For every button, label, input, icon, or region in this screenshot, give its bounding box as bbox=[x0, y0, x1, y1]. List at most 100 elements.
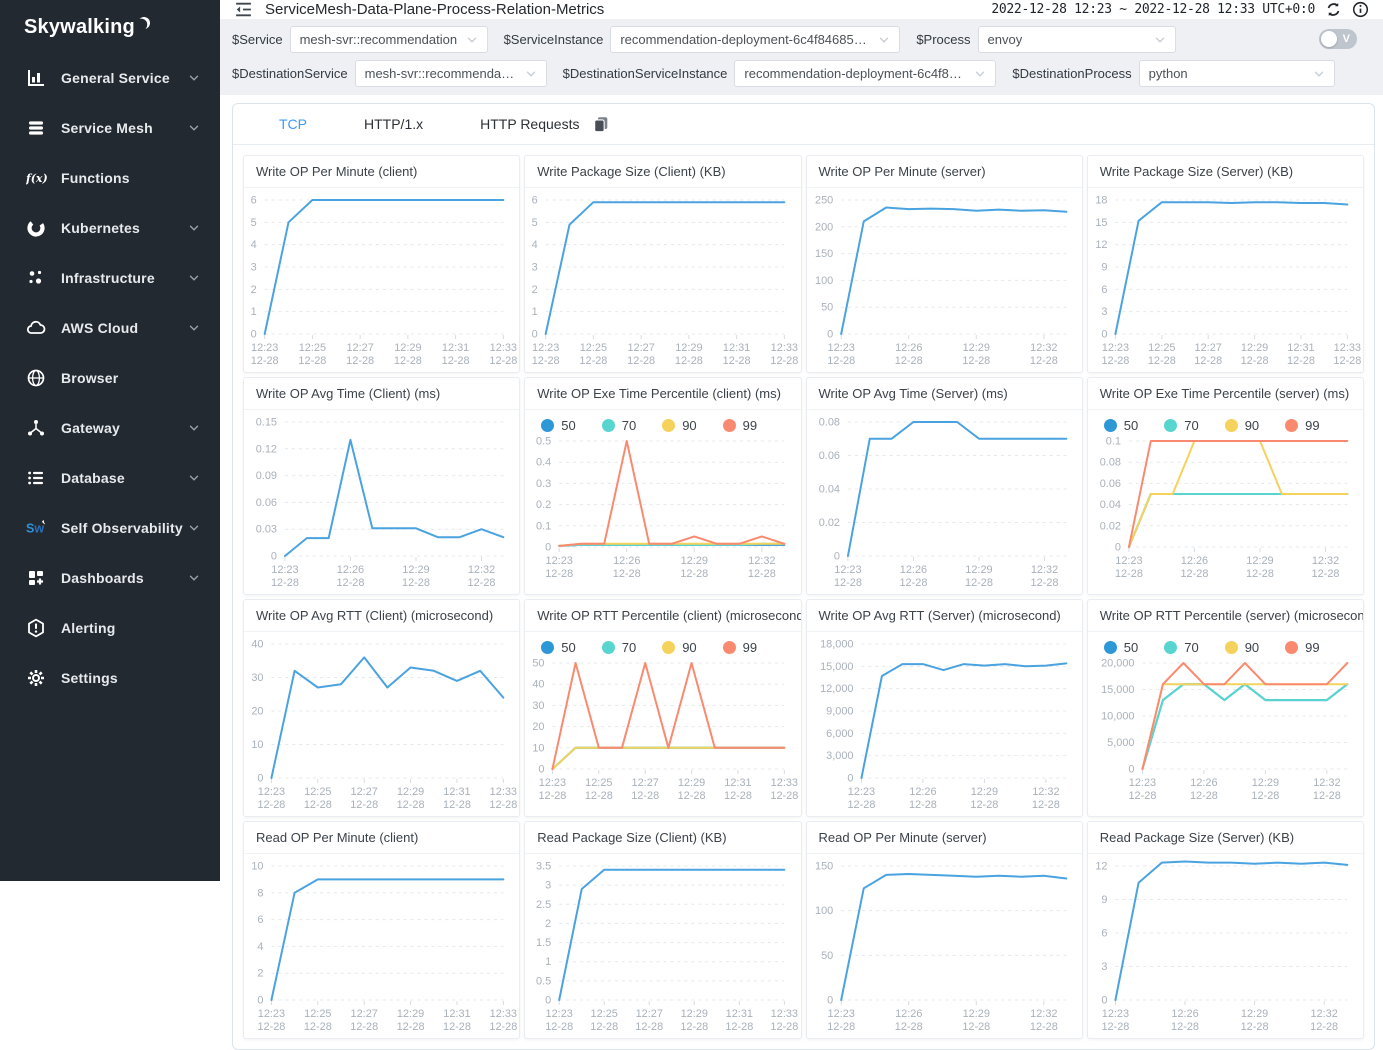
svg-text:12:26: 12:26 bbox=[895, 342, 922, 354]
destinationprocess-select[interactable]: python bbox=[1138, 60, 1335, 87]
svg-text:12:29: 12:29 bbox=[962, 342, 989, 354]
tab-tcp[interactable]: TCP bbox=[279, 116, 307, 132]
sidebar-item-settings[interactable]: Settings bbox=[0, 653, 220, 703]
svg-text:2: 2 bbox=[257, 968, 263, 980]
chart-body: 50 70 90 99 0 0.1 0.2 0.3 0.4 0.5 12:23 12-28 12:26 1… bbox=[525, 410, 800, 594]
svg-text:12-28: 12-28 bbox=[1246, 568, 1274, 580]
svg-text:12-28: 12-28 bbox=[1240, 355, 1268, 367]
svg-text:12-28: 12-28 bbox=[1101, 355, 1129, 367]
legend-label: 70 bbox=[1184, 418, 1199, 433]
svg-text:12:31: 12:31 bbox=[442, 342, 469, 354]
sidebar-item-self-observability[interactable]: Sw Self Observability bbox=[0, 503, 220, 553]
chart-card-write-op-rtt-percentile-server-microsecond: Write OP RTT Percentile (server) (micros… bbox=[1086, 599, 1364, 817]
legend-item-99[interactable]: 99 bbox=[1285, 640, 1320, 655]
svg-text:12-28: 12-28 bbox=[636, 1021, 664, 1033]
serviceinstance-select[interactable]: recommendation-deployment-6c4f846859-l8r… bbox=[610, 26, 901, 53]
legend-item-50[interactable]: 50 bbox=[541, 640, 576, 655]
refresh-icon[interactable] bbox=[1325, 1, 1342, 18]
database-icon bbox=[26, 468, 48, 488]
copy-icon[interactable] bbox=[592, 115, 610, 133]
legend-item-70[interactable]: 70 bbox=[1164, 418, 1199, 433]
sidebar-item-service-mesh[interactable]: Service Mesh bbox=[0, 103, 220, 153]
legend-item-50[interactable]: 50 bbox=[541, 418, 576, 433]
sidebar-item-infrastructure[interactable]: Infrastructure bbox=[0, 253, 220, 303]
svg-text:12:29: 12:29 bbox=[402, 564, 429, 576]
svg-text:12:29: 12:29 bbox=[675, 342, 702, 354]
legend-label: 70 bbox=[621, 418, 637, 433]
sidebar-item-label: General Service bbox=[61, 70, 170, 86]
sidebar-item-dashboards[interactable]: Dashboards bbox=[0, 553, 220, 603]
svg-text:0: 0 bbox=[257, 772, 263, 784]
legend-item-90[interactable]: 90 bbox=[662, 640, 697, 655]
tab-http-requests[interactable]: HTTP Requests bbox=[480, 116, 580, 132]
sidebar-item-label: AWS Cloud bbox=[61, 320, 139, 336]
legend-item-70[interactable]: 70 bbox=[601, 640, 636, 655]
sidebar-item-gateway[interactable]: Gateway bbox=[0, 403, 220, 453]
svg-text:12-28: 12-28 bbox=[591, 1021, 619, 1033]
svg-text:100: 100 bbox=[815, 905, 833, 917]
legend-item-99[interactable]: 99 bbox=[1285, 418, 1320, 433]
legend-item-90[interactable]: 90 bbox=[1224, 418, 1259, 433]
sidebar-item-database[interactable]: Database bbox=[0, 453, 220, 503]
legend-dot bbox=[1285, 641, 1299, 654]
svg-text:0.5: 0.5 bbox=[536, 975, 551, 987]
svg-text:200: 200 bbox=[815, 221, 833, 233]
sidebar-item-kubernetes[interactable]: Kubernetes bbox=[0, 203, 220, 253]
chevron-down-icon bbox=[1313, 68, 1325, 80]
service-select[interactable]: mesh-svr::recommendation bbox=[289, 26, 488, 53]
sidebar-item-aws-cloud[interactable]: AWS Cloud bbox=[0, 303, 220, 353]
time-range[interactable]: 2022-12-28 12:23 ~ 2022-12-28 12:33 UTC+… bbox=[991, 2, 1315, 17]
destinationserviceinstance-select[interactable]: recommendation-deployment-6c4f846859-l8r… bbox=[734, 60, 997, 87]
chart-body: 0 0.5 1 1.5 2 2.5 3 3.5 12:23 12-28 12:25 12-28 12:2… bbox=[525, 854, 800, 1038]
sidebar-item-browser[interactable]: Browser bbox=[0, 353, 220, 403]
top-header: ServiceMesh-Data-Plane-Process-Relation-… bbox=[220, 0, 1383, 19]
svg-text:12-28: 12-28 bbox=[675, 355, 703, 367]
chart-card-write-op-avg-rtt-client-microsecond: Write OP Avg RTT (Client) (microsecond) 0… bbox=[243, 599, 521, 817]
legend-dot bbox=[1164, 419, 1178, 432]
sidebar-item-label: Gateway bbox=[61, 420, 120, 436]
legend-item-90[interactable]: 90 bbox=[1224, 640, 1260, 655]
sidebar-item-alerting[interactable]: Alerting bbox=[0, 603, 220, 653]
svg-text:0.5: 0.5 bbox=[536, 435, 551, 447]
legend-item-70[interactable]: 70 bbox=[1164, 640, 1199, 655]
svg-text:12:26: 12:26 bbox=[337, 564, 364, 576]
svg-text:12-28: 12-28 bbox=[304, 1021, 332, 1033]
info-icon[interactable] bbox=[1352, 1, 1369, 18]
svg-text:6: 6 bbox=[1101, 284, 1107, 296]
svg-text:12:25: 12:25 bbox=[1148, 342, 1175, 354]
svg-text:12:27: 12:27 bbox=[636, 1008, 663, 1020]
auto-refresh-toggle[interactable]: V bbox=[1319, 29, 1357, 49]
line-chart: 00.511.522.533.512:2312-2812:2512-2812:2… bbox=[536, 860, 798, 1033]
legend-item-90[interactable]: 90 bbox=[662, 418, 697, 433]
legend-item-50[interactable]: 50 bbox=[1103, 640, 1138, 655]
legend-item-70[interactable]: 70 bbox=[601, 418, 637, 433]
svg-text:ƒ(x): ƒ(x) bbox=[26, 172, 48, 185]
legend-label: 90 bbox=[1244, 640, 1260, 655]
legend-item-50[interactable]: 50 bbox=[1103, 418, 1138, 433]
sidebar-item-functions[interactable]: ƒ(x) Functions bbox=[0, 153, 220, 203]
svg-text:0.2: 0.2 bbox=[536, 499, 551, 511]
svg-text:12-28: 12-28 bbox=[397, 1021, 425, 1033]
chevron-down-icon bbox=[188, 322, 200, 334]
process-select[interactable]: envoy bbox=[977, 26, 1176, 53]
svg-text:6: 6 bbox=[1101, 927, 1107, 939]
legend-item-99[interactable]: 99 bbox=[722, 418, 757, 433]
svg-text:12:29: 12:29 bbox=[970, 786, 997, 798]
svg-text:12:23: 12:23 bbox=[834, 564, 861, 576]
chart-body: 0 50 100 150 200 250 12:23 12-28 12:26 12-28 12:29… bbox=[807, 188, 1082, 372]
filter-bar: $Service mesh-svr::recommendation $Service… bbox=[220, 19, 1383, 95]
legend-item-99[interactable]: 99 bbox=[722, 640, 757, 655]
chart-card-write-op-exe-time-percentile-server-ms: Write OP Exe Time Percentile (server) (m… bbox=[1086, 377, 1364, 595]
svg-text:15,000: 15,000 bbox=[1101, 684, 1134, 696]
svg-text:0: 0 bbox=[1101, 994, 1107, 1006]
sidebar-item-general-service[interactable]: General Service bbox=[0, 53, 220, 103]
svg-text:12-28: 12-28 bbox=[1171, 1021, 1199, 1033]
menu-fold-icon[interactable] bbox=[234, 0, 253, 19]
sidebar-menu: General Service Service Mesh ƒ(x) Functions… bbox=[0, 53, 220, 703]
destinationservice-select[interactable]: mesh-svr::recommendation bbox=[354, 60, 547, 87]
svg-text:0: 0 bbox=[251, 328, 257, 340]
svg-text:0.4: 0.4 bbox=[536, 457, 551, 469]
tab-http-1-x[interactable]: HTTP/1.x bbox=[364, 116, 424, 132]
svg-text:3: 3 bbox=[251, 261, 257, 273]
svg-text:12-28: 12-28 bbox=[1128, 790, 1156, 802]
